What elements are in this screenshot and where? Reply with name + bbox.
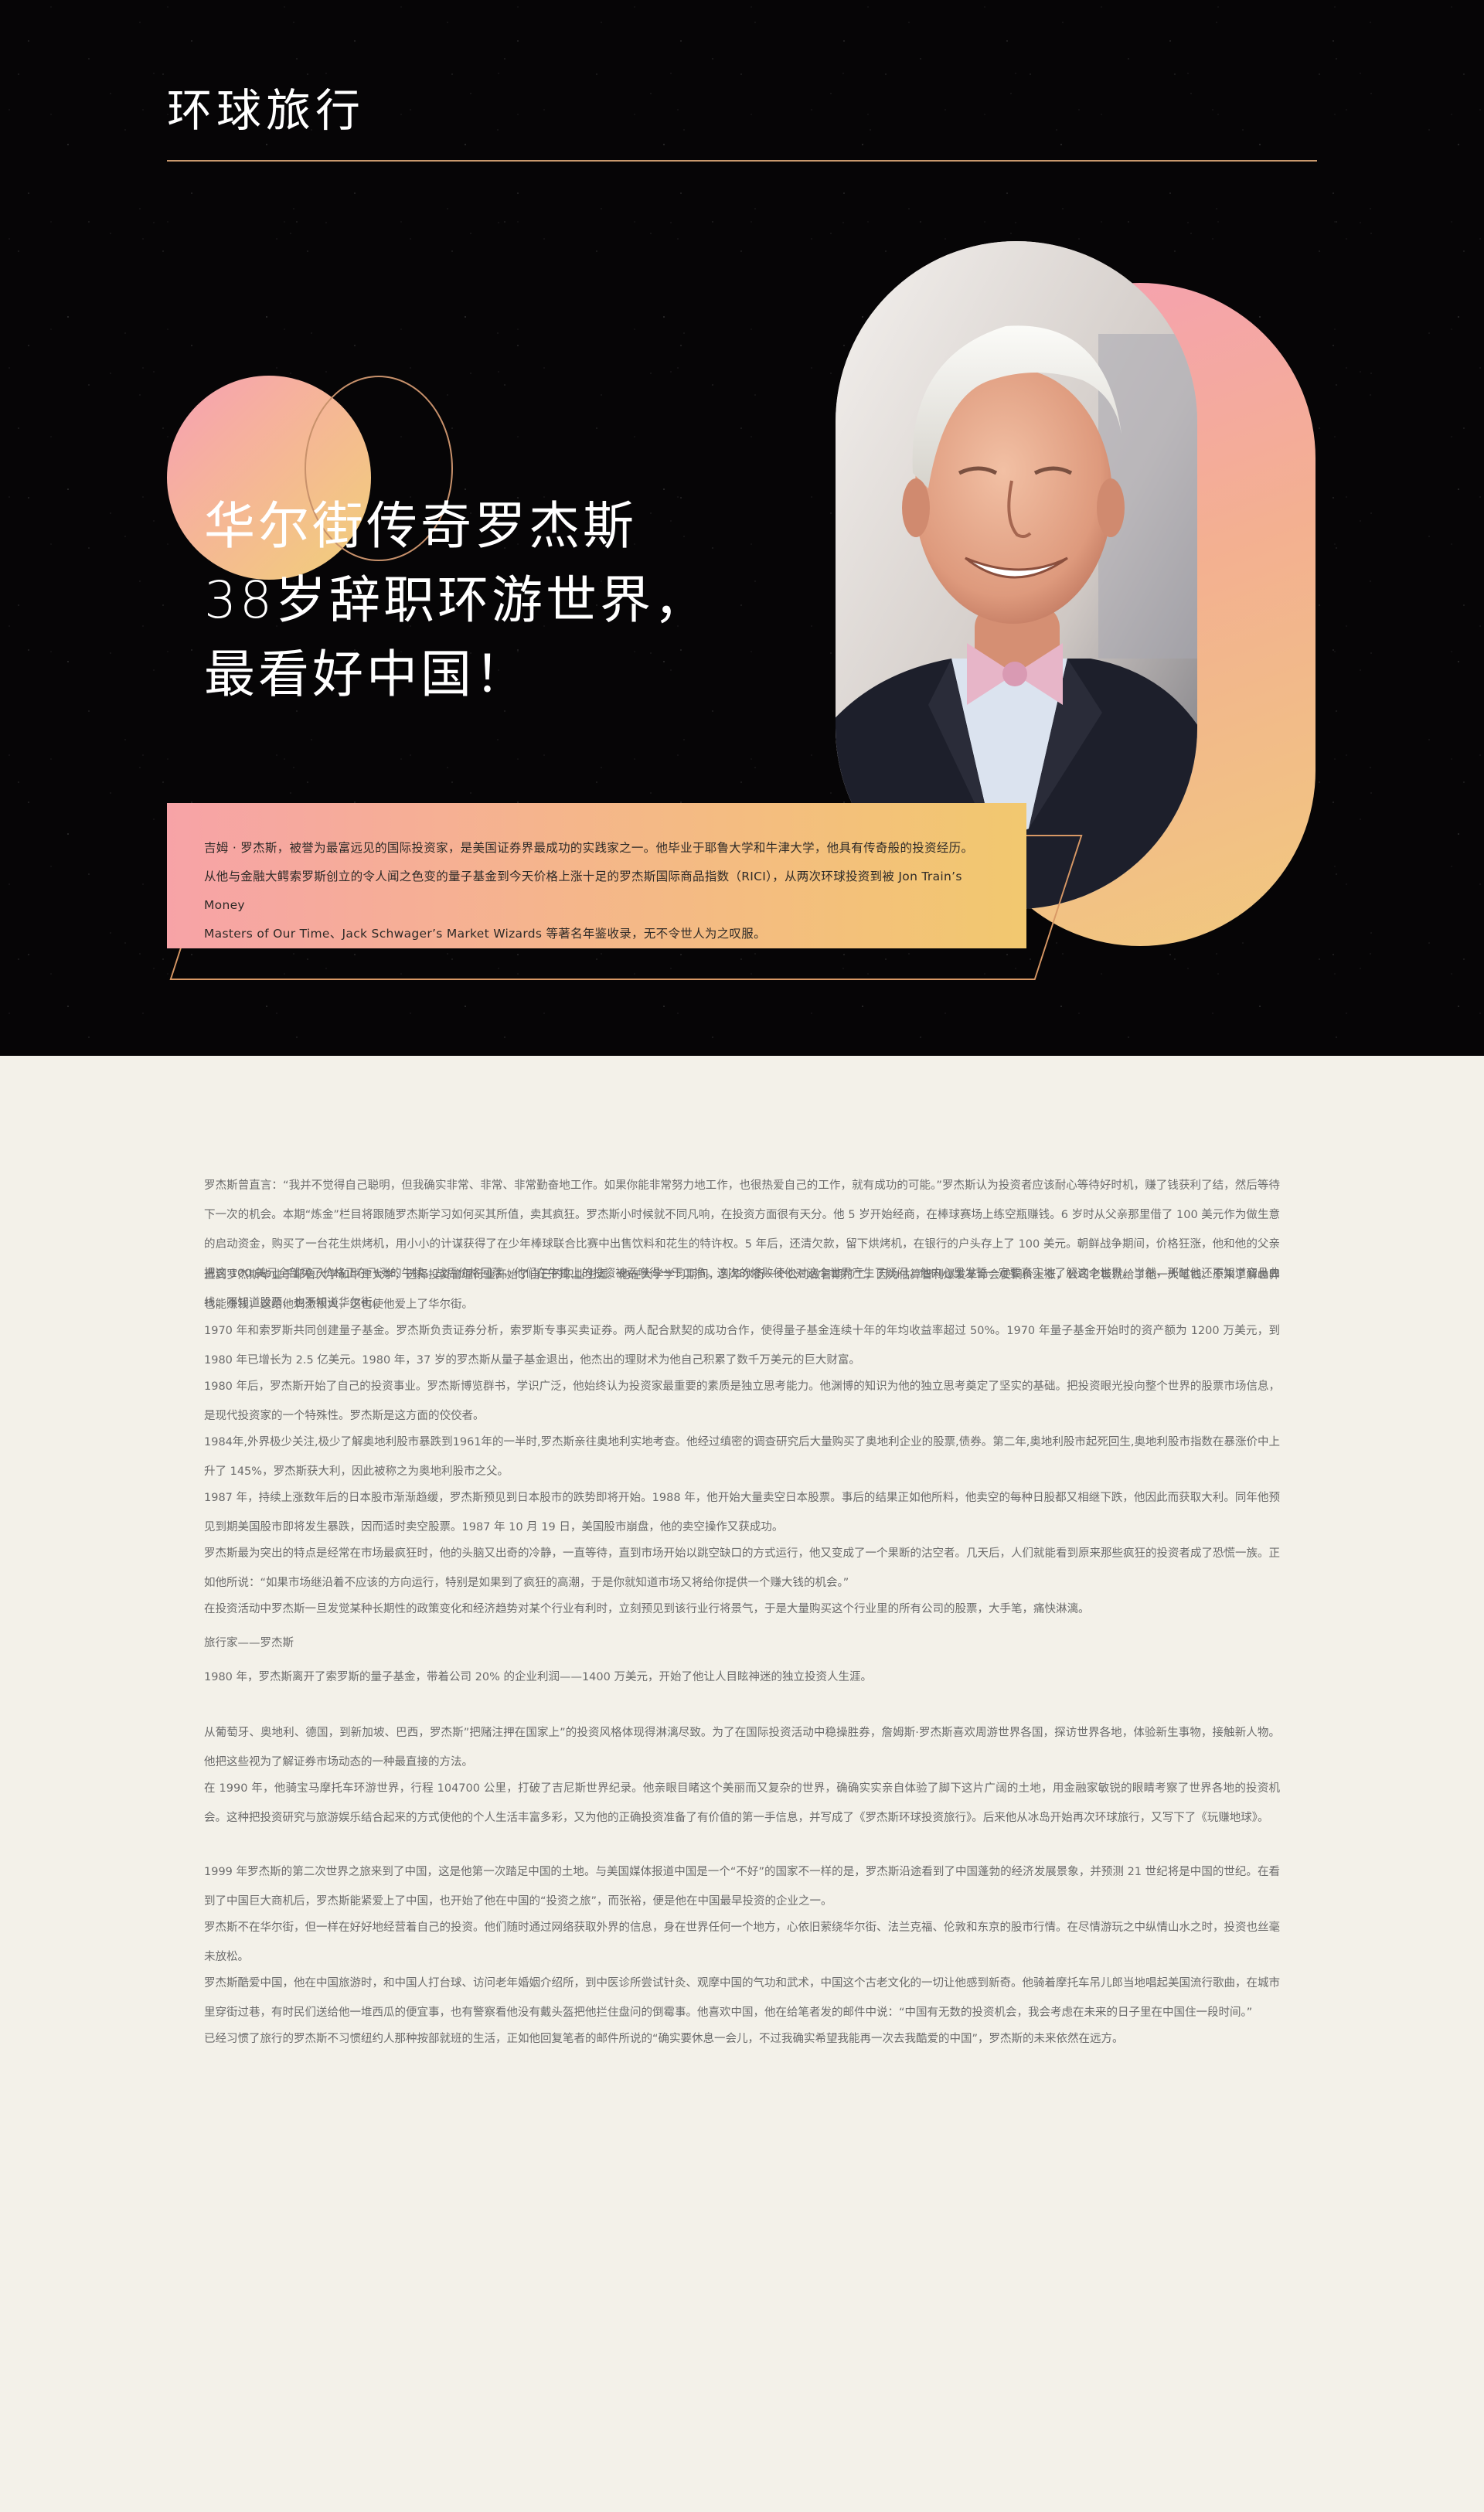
article-paragraph: 直到罗杰斯毕业于耶鲁大学和牛津大学，选择投资管理行业开始了自己的职业生涯。他在大… [204,1269,1280,1311]
hero-section: 环球旅行 华尔街传奇罗杰斯 38岁辞职环游世界， 最看好中国！ [0,0,1484,1056]
article-paragraph: 1980 年后，罗杰斯开始了自己的投资事业。罗杰斯博览群书，学识广泛，他始终认为… [204,1380,1280,1422]
article-paragraph: 罗杰斯最为突出的特点是经常在市场最疯狂时，他的头脑又出奇的冷静，一直等待，直到市… [204,1547,1280,1589]
article-paragraph: 1999 年罗杰斯的第二次世界之旅来到了中国，这是他第一次踏足中国的土地。与美国… [204,1866,1280,1908]
article-paragraph: 1987 年，持续上涨数年后的日本股市渐渐趋缓，罗杰斯预见到日本股市的跌势即将开… [204,1492,1280,1533]
article-paragraph: 罗杰斯曾直言：“我并不觉得自己聪明，但我确实非常、非常、非常勤奋地工作。如果你能… [204,1179,1280,1309]
article-paragraph: 从葡萄牙、奥地利、德国，到新加坡、巴西，罗杰斯”把赌注押在国家上”的投资风格体现… [204,1727,1280,1768]
brand-title: 环球旅行 [167,84,366,137]
ring-outline-decoration [305,376,453,561]
article-paragraph: 1970 年和索罗斯共同创建量子基金。罗杰斯负责证券分析，索罗斯专事买卖证券。两… [204,1325,1280,1367]
header-divider [167,160,1317,162]
intro-box: 吉姆 · 罗杰斯，被誉为最富远见的国际投资家，是美国证券界最成功的实践家之一。他… [167,803,1026,948]
article-paragraph: 在投资活动中罗杰斯一旦发觉某种长期性的政策变化和经济趋势对某个行业有利时，立刻预… [204,1603,1090,1615]
article-section: 罗杰斯曾直言：“我并不觉得自己聪明，但我确实非常、非常、非常勤奋地工作。如果你能… [0,1056,1484,2512]
headline-line: 最看好中国！ [204,645,529,704]
article-paragraph: 已经习惯了旅行的罗杰斯不习惯纽约人那种按部就班的生活，正如他回复笔者的邮件所说的… [204,2033,1124,2045]
article-paragraph: 罗杰斯不在华尔街，但一样在好好地经营着自己的投资。他们随时通过网络获取外界的信息… [204,1921,1280,1963]
hero-headline: 华尔街传奇罗杰斯 38岁辞职环游世界， 最看好中国！ [204,489,708,712]
article-paragraph: 1980 年，罗杰斯离开了索罗斯的量子基金，带着公司 20% 的企业利润——14… [204,1671,872,1683]
headline-line: 华尔街传奇罗杰斯 [204,496,637,556]
article-paragraph: 1984年,外界极少关注,极少了解奥地利股市暴跌到1961年的一半时,罗杰斯亲往… [204,1436,1280,1478]
intro-line: 从他与金融大鳄索罗斯创立的令人闻之色变的量子基金到今天价格上涨十足的罗杰斯国际商… [204,870,962,912]
intro-line: 吉姆 · 罗杰斯，被誉为最富远见的国际投资家，是美国证券界最成功的实践家之一。他… [204,841,974,855]
intro-line: Masters of Our Time、Jack Schwager’s Mark… [204,927,766,941]
article-paragraph: 在 1990 年，他骑宝马摩托车环游世界，行程 104700 公里，打破了吉尼斯… [204,1782,1280,1824]
headline-line: 38岁辞职环游世界， [204,570,708,630]
section-subtitle: 旅行家——罗杰斯 [204,1637,294,1649]
article-paragraph: 罗杰斯酷爱中国，他在中国旅游时，和中国人打台球、访问老年婚姻介绍所，到中医诊所尝… [204,1977,1280,2019]
